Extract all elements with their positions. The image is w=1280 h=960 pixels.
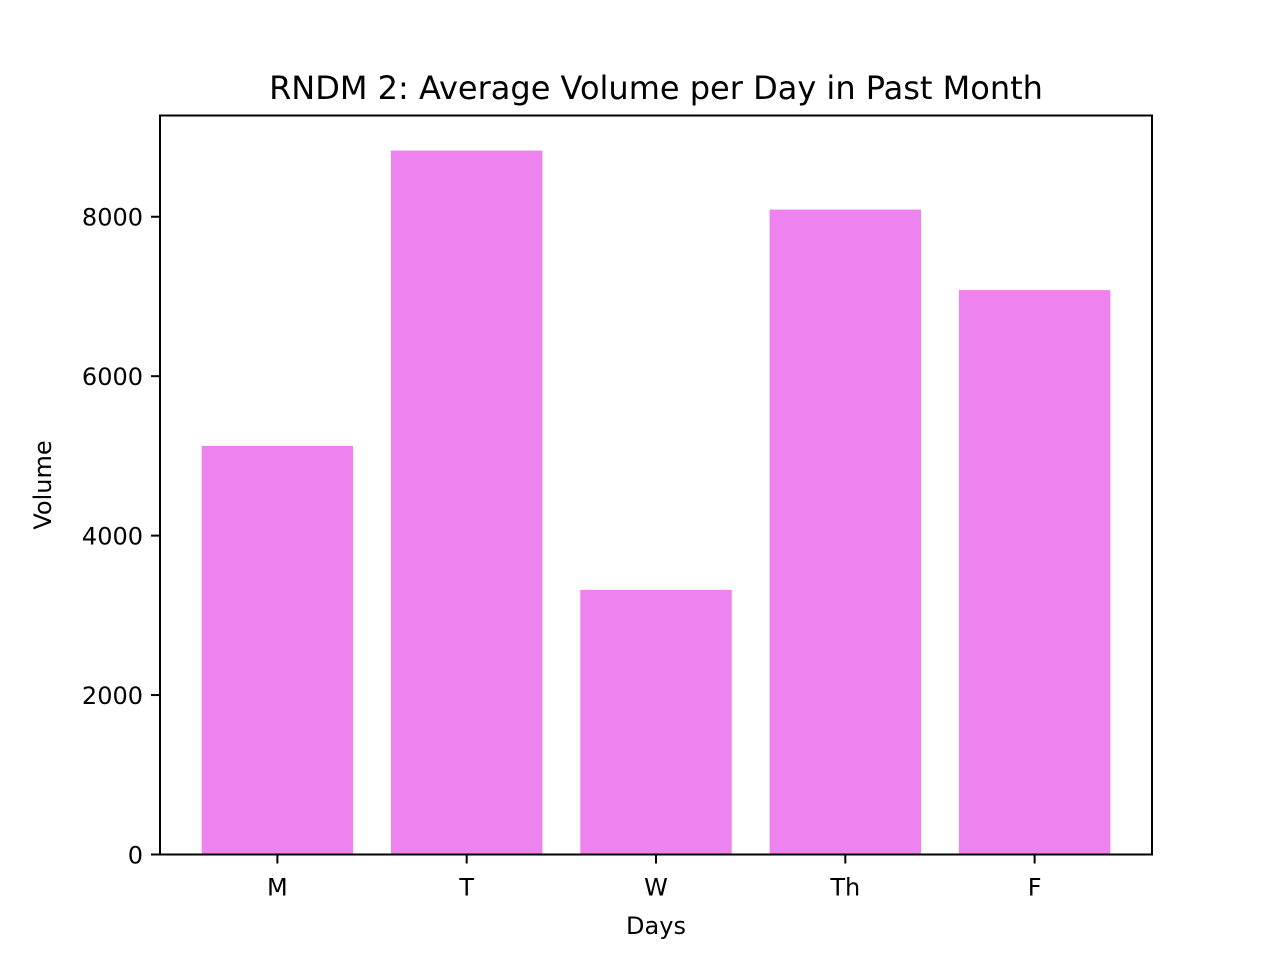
y-axis: 0 2000 4000 6000 8000	[82, 204, 160, 870]
x-axis: M T W Th F	[267, 854, 1042, 902]
x-tick-label-w: W	[644, 874, 668, 902]
x-tick-label-t: T	[458, 874, 474, 902]
y-tick-label-0: 0	[128, 842, 143, 870]
x-tick-label-m: M	[267, 874, 288, 902]
y-tick-label-4000: 4000	[82, 523, 143, 551]
bar-t	[390, 150, 543, 855]
plot-frame	[159, 114, 1153, 856]
y-tick-label-2000: 2000	[82, 682, 143, 710]
bar-m	[201, 445, 354, 855]
y-tick-label-6000: 6000	[82, 363, 143, 391]
x-axis-label: Days	[626, 912, 686, 940]
y-axis-label: Volume	[29, 440, 57, 529]
bars-group	[201, 150, 1111, 855]
x-tick-label-f: F	[1028, 874, 1042, 902]
y-tick-label-8000: 8000	[82, 204, 143, 232]
chart-title: RNDM 2: Average Volume per Day in Past M…	[269, 69, 1043, 107]
bar-w	[580, 589, 732, 855]
x-tick-label-th: Th	[829, 874, 860, 902]
bar-f	[958, 290, 1111, 855]
bar-th	[769, 209, 922, 855]
